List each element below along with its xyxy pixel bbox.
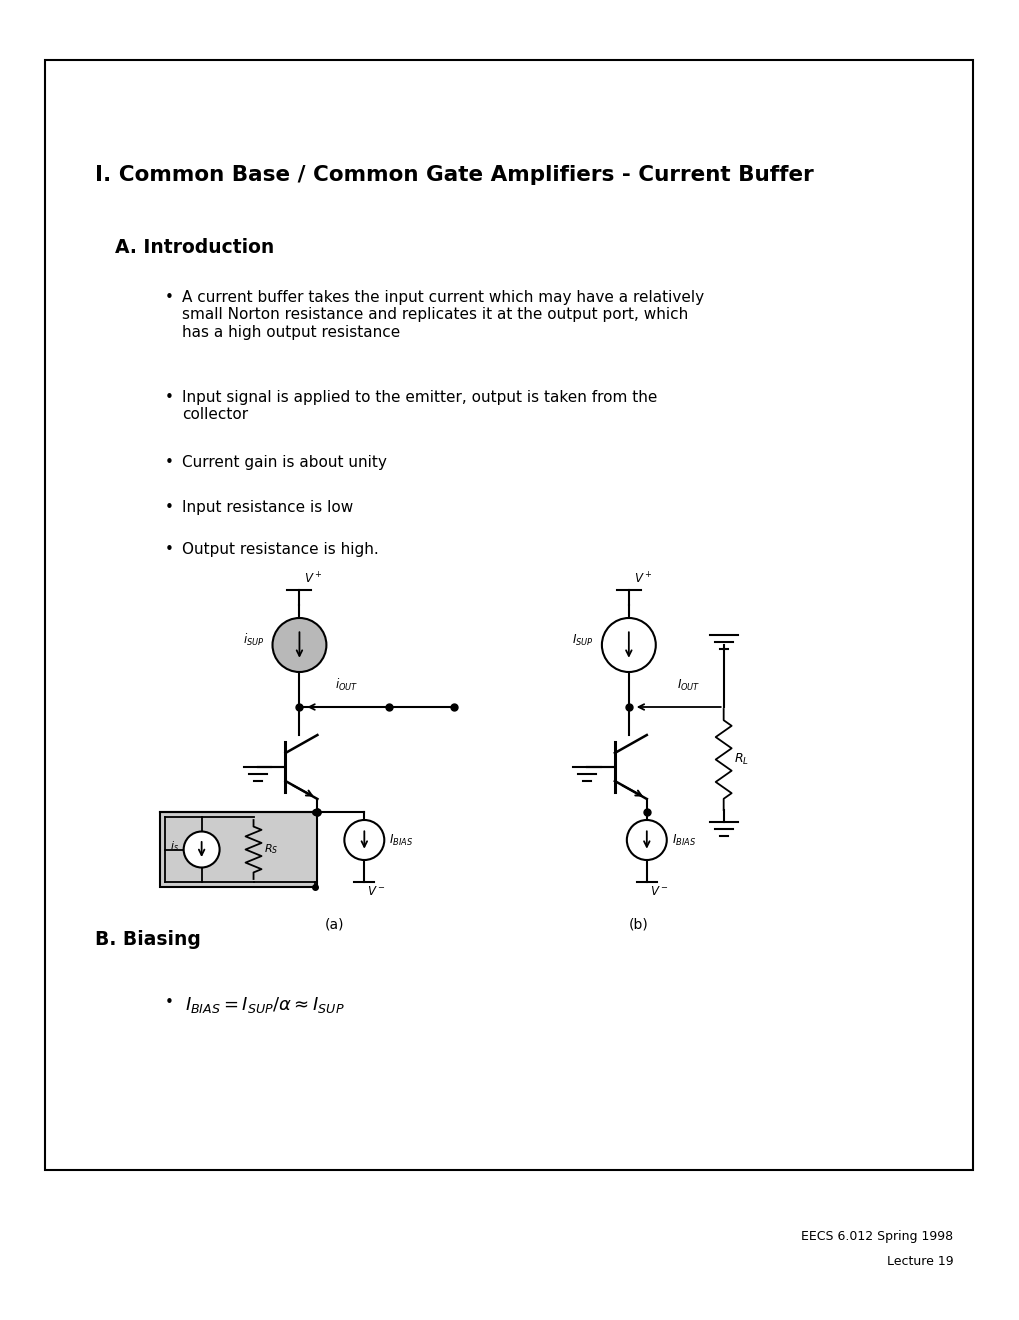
Text: Input resistance is low: Input resistance is low (181, 500, 353, 515)
Text: $I_{BIAS}$: $I_{BIAS}$ (389, 833, 413, 847)
Text: A. Introduction: A. Introduction (115, 238, 274, 257)
Circle shape (627, 820, 666, 861)
Text: $R_L$: $R_L$ (733, 752, 748, 767)
Text: (a): (a) (324, 917, 343, 931)
Text: $i_{OUT}$: $i_{OUT}$ (335, 677, 358, 693)
Text: B. Biasing: B. Biasing (95, 931, 201, 949)
Text: •: • (164, 389, 173, 405)
Text: Current gain is about unity: Current gain is about unity (181, 455, 386, 470)
Circle shape (344, 820, 384, 861)
Text: •: • (164, 290, 173, 305)
Text: •: • (164, 543, 173, 557)
Circle shape (272, 618, 326, 672)
Text: $I_{OUT}$: $I_{OUT}$ (677, 678, 700, 693)
Text: $V^+$: $V^+$ (633, 572, 652, 587)
Text: $I_{BIAS} = I_{SUP}/\alpha \approx I_{SUP}$: $I_{BIAS} = I_{SUP}/\alpha \approx I_{SU… (184, 995, 344, 1015)
Circle shape (601, 618, 655, 672)
Text: $I_{BIAS}$: $I_{BIAS}$ (672, 833, 695, 847)
Circle shape (183, 832, 219, 867)
Bar (45, 59, 972, 1170)
Text: $i_{SUP}$: $i_{SUP}$ (243, 632, 264, 648)
Text: Output resistance is high.: Output resistance is high. (181, 543, 378, 557)
Text: Lecture 19: Lecture 19 (886, 1255, 953, 1269)
Text: $V^+$: $V^+$ (304, 572, 323, 587)
Text: $R_S$: $R_S$ (263, 842, 277, 857)
Text: A current buffer takes the input current which may have a relatively
small Norto: A current buffer takes the input current… (181, 290, 703, 339)
Text: $V^-$: $V^-$ (367, 884, 385, 898)
Text: •: • (164, 455, 173, 470)
Text: $V^-$: $V^-$ (649, 884, 667, 898)
Text: •: • (164, 500, 173, 515)
Text: EECS 6.012 Spring 1998: EECS 6.012 Spring 1998 (800, 1230, 953, 1243)
Text: I. Common Base / Common Gate Amplifiers - Current Buffer: I. Common Base / Common Gate Amplifiers … (95, 165, 813, 185)
Text: $I_{SUP}$: $I_{SUP}$ (572, 632, 593, 648)
Bar (160, 812, 317, 887)
Text: Input signal is applied to the emitter, output is taken from the
collector: Input signal is applied to the emitter, … (181, 389, 656, 422)
Text: $i_s$: $i_s$ (169, 840, 178, 854)
Text: •: • (164, 995, 173, 1010)
Text: (b): (b) (629, 917, 648, 931)
